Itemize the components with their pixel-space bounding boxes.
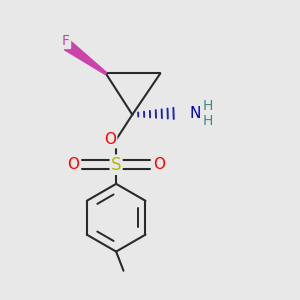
Text: H: H — [202, 99, 213, 113]
Text: O: O — [104, 132, 116, 147]
Text: S: S — [111, 156, 122, 174]
Text: O: O — [153, 157, 165, 172]
Text: O: O — [68, 157, 80, 172]
Polygon shape — [64, 41, 106, 74]
Text: H: H — [202, 114, 213, 128]
Text: F: F — [62, 34, 70, 48]
Text: N: N — [190, 106, 201, 121]
